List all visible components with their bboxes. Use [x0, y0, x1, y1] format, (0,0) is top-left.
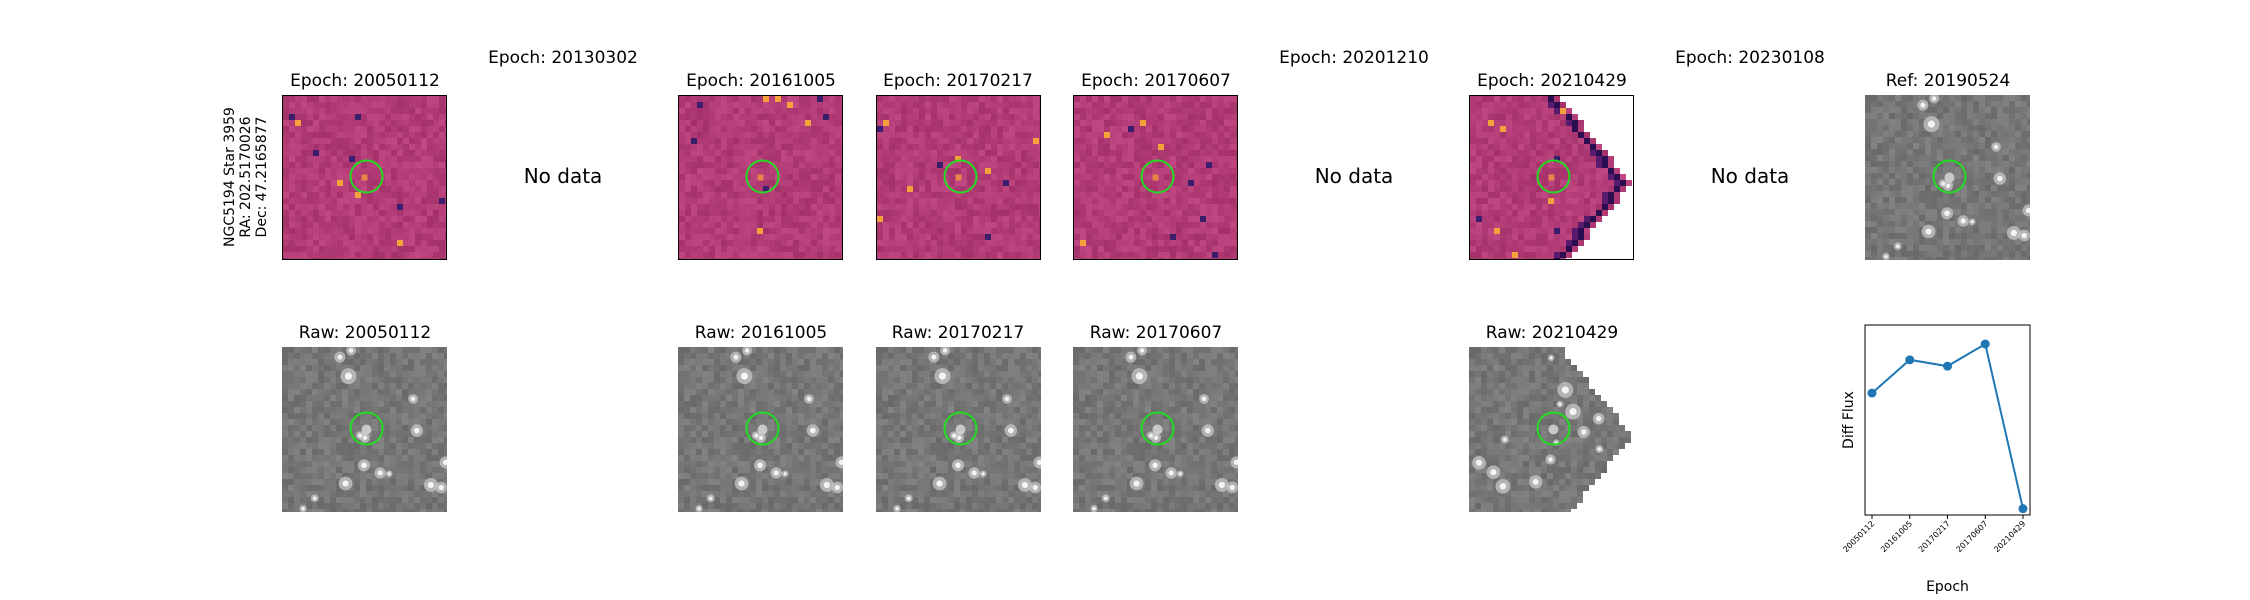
- diff-image-20170217: [876, 95, 1041, 260]
- raw-image-20161005: [678, 347, 843, 512]
- x-tick-label-20161005: 20161005: [1879, 519, 1914, 554]
- no-data-label-3: No data: [1710, 164, 1790, 188]
- data-point-20170607: [1980, 339, 1990, 349]
- no-data-label-2: No data: [1314, 164, 1394, 188]
- target-ra: RA: 202.5170026: [238, 116, 254, 238]
- aperture-circle: [1140, 159, 1175, 194]
- diff-image-20170607: [1073, 95, 1238, 260]
- aperture-circle: [943, 411, 978, 446]
- raw-image-20170217: [876, 347, 1041, 512]
- epoch-title-6: Epoch: 20201210: [1279, 48, 1429, 68]
- target-dec: Dec: 47.2165877: [254, 116, 270, 238]
- raw-title-4: Raw: 20170607: [1089, 323, 1223, 343]
- data-point-20210429: [2018, 504, 2028, 514]
- y-axis-label: Diff Flux: [1841, 391, 1857, 449]
- raw-title-2: Raw: 20161005: [694, 323, 828, 343]
- x-tick-label-20210429: 20210429: [1992, 519, 2027, 554]
- aperture-circle: [745, 411, 780, 446]
- target-name: NGC5194 Star 3959: [222, 107, 238, 247]
- diff-image-20050112: [282, 95, 447, 260]
- chart-frame: [1864, 324, 2031, 516]
- epoch-title-1: Epoch: 20050112: [290, 71, 440, 91]
- data-point-20161005: [1905, 355, 1915, 365]
- aperture-circle: [1932, 159, 1967, 194]
- x-tick-label-20170607: 20170607: [1955, 519, 1990, 554]
- epoch-title-4: Epoch: 20170217: [883, 71, 1033, 91]
- x-tick-label-20050112: 20050112: [1841, 519, 1876, 554]
- epoch-title-7: Epoch: 20210429: [1477, 71, 1627, 91]
- raw-title-3: Raw: 20170217: [891, 323, 1025, 343]
- aperture-circle: [349, 159, 384, 194]
- aperture-circle: [943, 159, 978, 194]
- raw-title-5: Raw: 20210429: [1485, 323, 1619, 343]
- epoch-title-5: Epoch: 20170607: [1081, 71, 1231, 91]
- aperture-circle: [349, 411, 384, 446]
- aperture-circle: [1536, 159, 1571, 194]
- raw-image-20170607: [1073, 347, 1238, 512]
- epoch-title-3: Epoch: 20161005: [686, 71, 836, 91]
- ref-title: Ref: 20190524: [1885, 71, 2011, 91]
- diff-flux-chart: 20050112 20161005 20170217 20170607 20210429…: [1841, 324, 2031, 595]
- aperture-circle: [1140, 411, 1175, 446]
- diff-image-20161005: [678, 95, 843, 260]
- aperture-circle: [745, 159, 780, 194]
- epoch-title-8: Epoch: 20230108: [1675, 48, 1825, 68]
- no-data-label-1: No data: [523, 164, 603, 188]
- aperture-circle: [1536, 411, 1571, 446]
- epoch-title-2: Epoch: 20130302: [488, 48, 638, 68]
- diff-image-20210429: [1469, 95, 1634, 260]
- reference-image-20190524: [1865, 95, 2030, 260]
- raw-title-1: Raw: 20050112: [298, 323, 432, 343]
- x-axis-label: Epoch: [1926, 579, 1969, 595]
- raw-image-20050112: [282, 347, 447, 512]
- data-point-20050112: [1867, 388, 1877, 398]
- data-point-20170217: [1943, 361, 1952, 371]
- x-tick-label-20170217: 20170217: [1917, 519, 1952, 554]
- raw-image-20210429: [1469, 347, 1634, 512]
